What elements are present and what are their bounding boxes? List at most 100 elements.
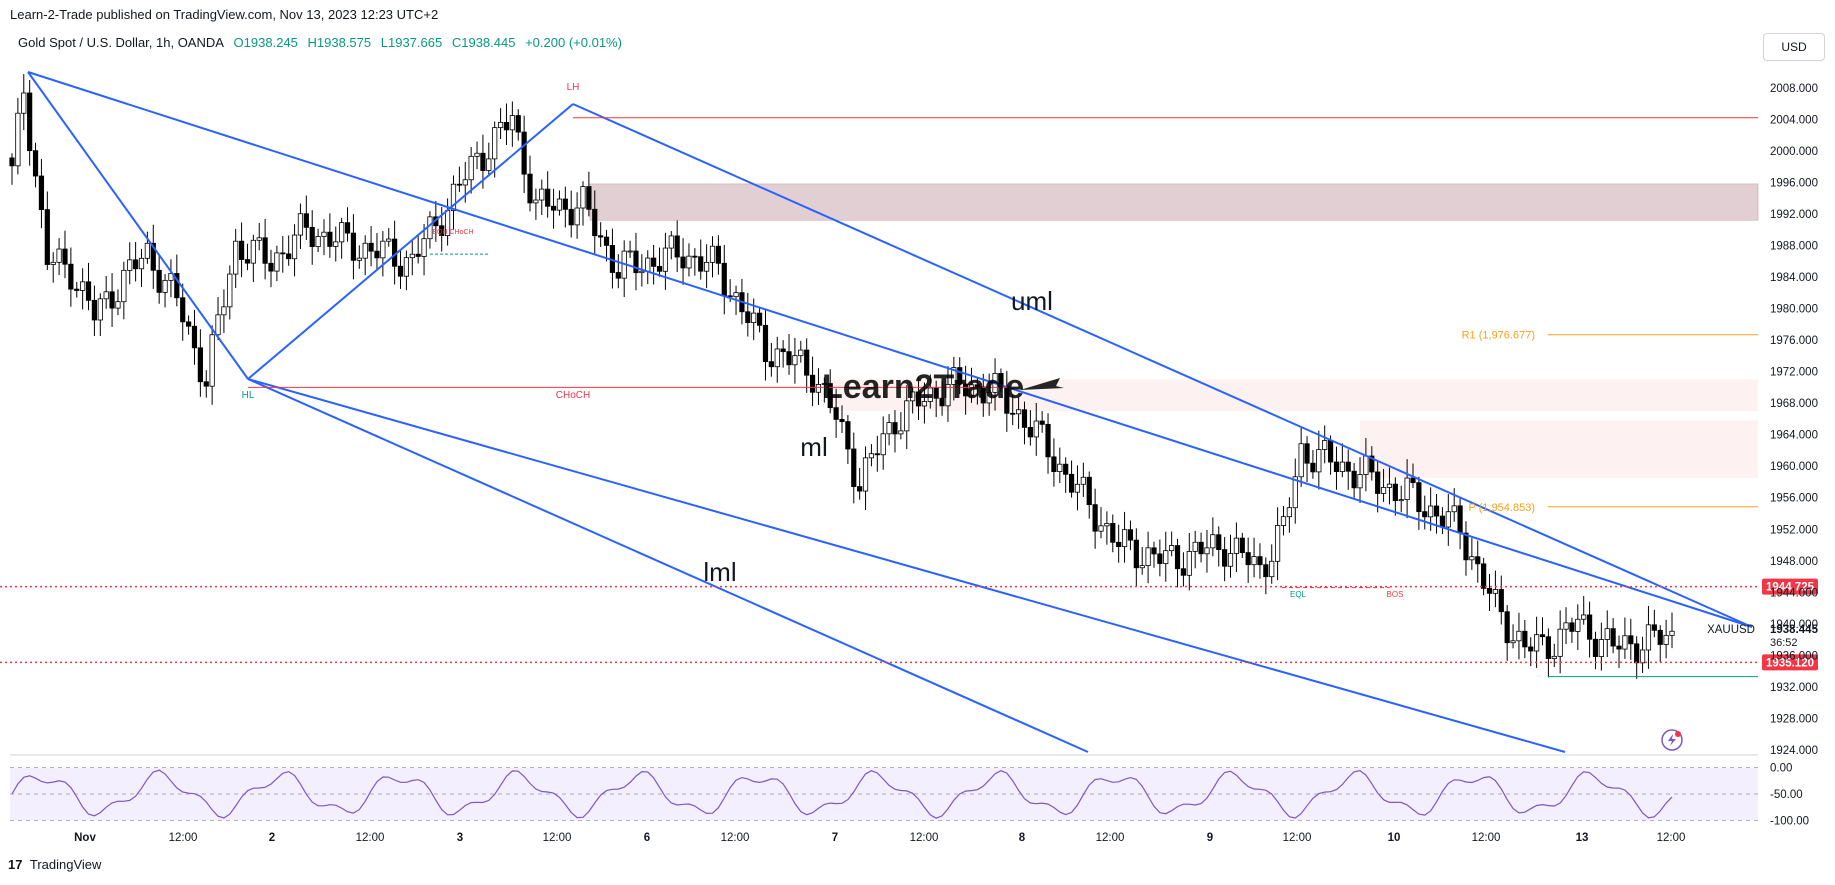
candle[interactable] <box>1233 522 1239 573</box>
candle[interactable] <box>1316 430 1322 490</box>
candle[interactable] <box>562 186 568 228</box>
candle[interactable] <box>1186 532 1192 591</box>
candle[interactable] <box>1616 635 1622 668</box>
candle[interactable] <box>550 188 557 229</box>
candle[interactable] <box>1522 619 1528 659</box>
candle[interactable] <box>1404 459 1410 519</box>
candle[interactable] <box>574 192 580 239</box>
candle[interactable] <box>445 198 451 246</box>
tradingview-brand[interactable]: TradingView <box>29 857 102 872</box>
candle[interactable] <box>1227 534 1234 578</box>
candle[interactable] <box>568 190 574 238</box>
candle[interactable] <box>1622 617 1628 659</box>
candle[interactable] <box>339 217 345 259</box>
candle[interactable] <box>1369 446 1375 481</box>
candle[interactable] <box>215 296 221 341</box>
candle[interactable] <box>121 261 127 320</box>
candle[interactable] <box>645 250 651 284</box>
candle[interactable] <box>403 250 409 291</box>
candle[interactable] <box>603 229 610 262</box>
candle[interactable] <box>1180 552 1187 587</box>
tradingview-logo-icon[interactable]: 17 <box>8 857 23 872</box>
candle[interactable] <box>1322 425 1328 464</box>
candle[interactable] <box>1475 540 1481 583</box>
candle[interactable] <box>127 242 133 285</box>
candle[interactable] <box>1086 471 1092 519</box>
candle[interactable] <box>21 74 27 131</box>
candle[interactable] <box>621 240 627 298</box>
candle[interactable] <box>857 468 863 500</box>
candle[interactable] <box>945 366 951 422</box>
candle[interactable] <box>1116 524 1122 563</box>
candle[interactable] <box>509 101 515 147</box>
channel-middle-line[interactable] <box>247 378 1566 753</box>
candle[interactable] <box>62 230 68 279</box>
candle[interactable] <box>1263 557 1269 595</box>
candle[interactable] <box>1304 436 1310 483</box>
candle[interactable] <box>1604 610 1610 658</box>
candle[interactable] <box>1563 607 1569 645</box>
candle[interactable] <box>1133 528 1139 587</box>
candle[interactable] <box>886 414 892 446</box>
candle[interactable] <box>662 232 669 290</box>
candle[interactable] <box>1333 446 1340 490</box>
candle[interactable] <box>833 388 839 438</box>
oscillator-line[interactable] <box>11 769 1673 819</box>
candle[interactable] <box>651 244 657 285</box>
candle[interactable] <box>898 412 904 440</box>
candle[interactable] <box>115 289 121 316</box>
candle[interactable] <box>1439 507 1446 535</box>
candle[interactable] <box>1492 570 1499 608</box>
candle[interactable] <box>686 243 692 277</box>
candle[interactable] <box>1510 624 1516 649</box>
candle[interactable] <box>774 336 780 383</box>
candle[interactable] <box>450 175 457 230</box>
candle[interactable] <box>586 171 592 217</box>
candle[interactable] <box>515 109 521 141</box>
candle[interactable] <box>321 219 327 256</box>
candle[interactable] <box>1504 605 1510 661</box>
candle[interactable] <box>580 181 586 226</box>
candle[interactable] <box>1586 601 1593 658</box>
candle[interactable] <box>468 147 474 194</box>
candle[interactable] <box>244 243 251 271</box>
candle[interactable] <box>297 203 304 249</box>
candle[interactable] <box>1092 488 1098 549</box>
candle[interactable] <box>1551 643 1557 667</box>
candle[interactable] <box>44 191 50 271</box>
candle[interactable] <box>1239 532 1245 558</box>
candle[interactable] <box>692 248 698 276</box>
candle[interactable] <box>845 415 851 465</box>
candle[interactable] <box>380 231 386 277</box>
candle[interactable] <box>1663 619 1669 659</box>
candle[interactable] <box>386 228 392 247</box>
candle[interactable] <box>1021 401 1028 445</box>
candle[interactable] <box>1539 617 1546 646</box>
candle[interactable] <box>333 226 339 262</box>
candle[interactable] <box>1416 476 1422 530</box>
candle[interactable] <box>97 293 103 337</box>
candle[interactable] <box>9 153 15 185</box>
candle[interactable] <box>1269 544 1275 584</box>
candle[interactable] <box>668 231 674 260</box>
candle[interactable] <box>1068 460 1075 498</box>
candle[interactable] <box>256 222 262 251</box>
candle[interactable] <box>815 368 822 406</box>
candle[interactable] <box>1392 477 1398 516</box>
candle[interactable] <box>927 374 933 409</box>
candle[interactable] <box>350 214 357 280</box>
candle[interactable] <box>1039 411 1045 433</box>
candle[interactable] <box>780 340 786 368</box>
candle[interactable] <box>798 340 804 363</box>
candle[interactable] <box>50 252 56 283</box>
symbol-name[interactable]: Gold Spot / U.S. Dollar, 1h, OANDA <box>18 35 224 50</box>
candle[interactable] <box>827 369 833 414</box>
candle[interactable] <box>162 274 168 308</box>
candle[interactable] <box>1451 488 1457 522</box>
candle[interactable] <box>1010 394 1016 426</box>
candle[interactable] <box>1481 557 1487 596</box>
candle[interactable] <box>421 224 427 276</box>
candle[interactable] <box>1380 469 1387 502</box>
candle[interactable] <box>1174 538 1181 588</box>
candle[interactable] <box>150 224 156 289</box>
